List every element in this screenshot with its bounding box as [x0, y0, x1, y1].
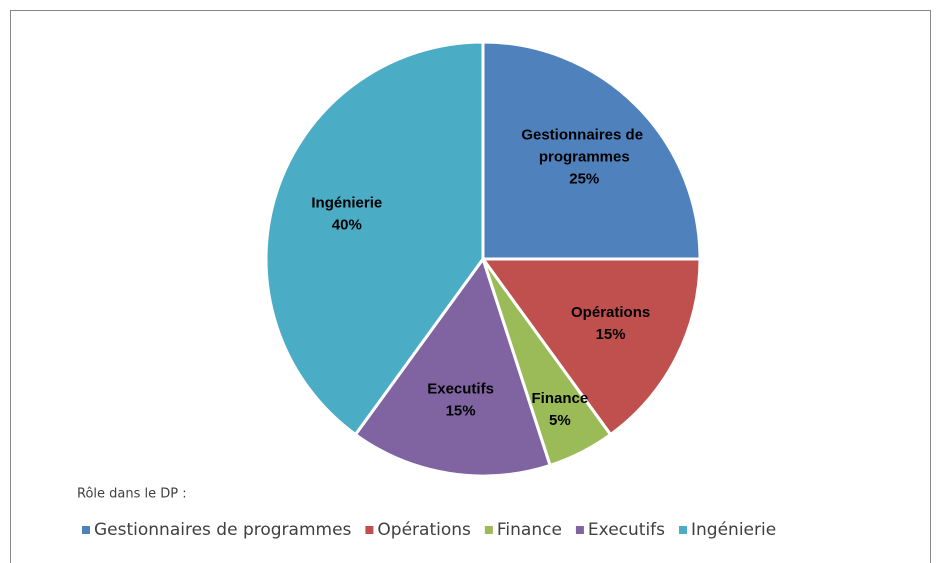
legend-label: Executifs: [588, 520, 665, 540]
legend-label: Ingénierie: [691, 520, 776, 540]
data-label-category: Finance: [531, 390, 588, 407]
pie-slice: [353, 255, 552, 478]
data-label-value: 25%: [569, 171, 599, 188]
data-label-value: 40%: [332, 217, 362, 234]
data-label-category: Executifs: [427, 380, 494, 397]
pie-slice: [480, 257, 702, 437]
legend-swatch: [484, 526, 493, 534]
data-label-value: 15%: [596, 326, 626, 343]
data-label-category: Opérations: [571, 304, 650, 321]
data-label-value: 15%: [446, 402, 476, 419]
legend-swatch: [82, 526, 90, 534]
legend-swatch: [575, 526, 584, 534]
legend-label: Gestionnaires de programmes: [94, 520, 352, 540]
legend-label: Opérations: [377, 520, 471, 540]
legend-swatch: [679, 526, 688, 534]
legend-title: Rôle dans le DP :: [77, 487, 187, 502]
legend-label: Finance: [497, 520, 562, 540]
data-label-value: 5%: [549, 412, 571, 429]
data-label-category: Ingénierie: [311, 195, 382, 212]
data-label-category: Gestionnaires de programmes: [521, 127, 647, 166]
pie-slice: [264, 40, 485, 437]
pie-slice: [481, 40, 702, 261]
chart-frame: [10, 10, 931, 563]
legend-swatch: [365, 526, 374, 534]
